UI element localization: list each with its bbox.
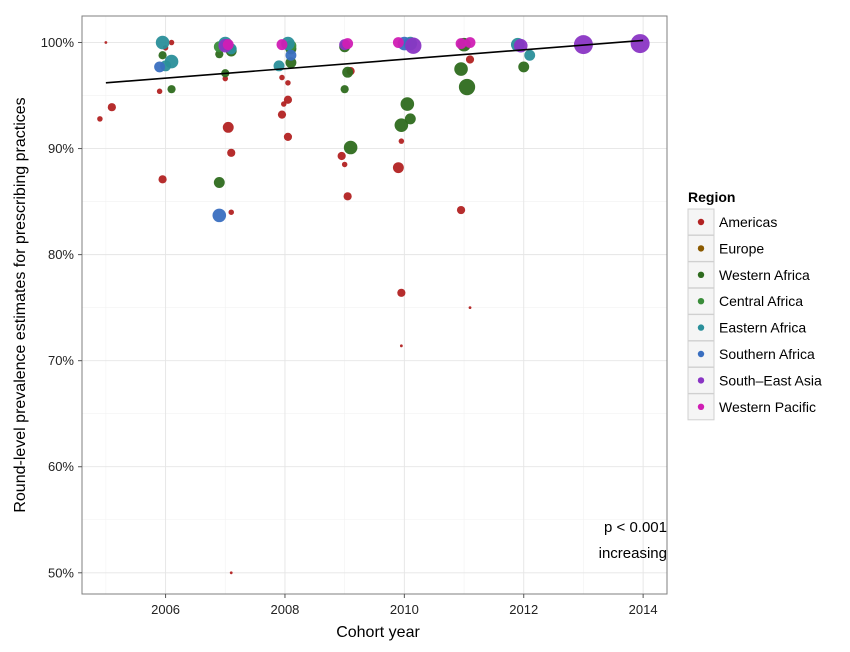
y-tick-label: 90% <box>48 141 74 156</box>
y-tick-label: 50% <box>48 565 74 580</box>
y-tick-label: 100% <box>41 35 75 50</box>
x-tick-label: 2012 <box>509 602 538 617</box>
data-point <box>107 103 116 112</box>
x-tick-label: 2006 <box>151 602 180 617</box>
data-point <box>343 192 352 201</box>
data-point <box>465 55 475 64</box>
data-point <box>158 51 167 60</box>
data-point <box>281 101 287 107</box>
data-point <box>343 140 358 155</box>
data-points <box>97 34 650 575</box>
data-point <box>400 97 415 111</box>
legend-title: Region <box>688 189 735 205</box>
legend-swatch <box>697 298 705 305</box>
data-point <box>158 175 167 184</box>
data-point <box>630 34 650 54</box>
legend-swatch <box>697 350 705 358</box>
data-point <box>222 121 234 133</box>
data-point <box>228 209 234 215</box>
data-point <box>229 571 233 575</box>
data-point <box>524 49 536 61</box>
x-tick-label: 2010 <box>390 602 419 617</box>
data-point <box>104 41 108 44</box>
data-point <box>97 116 103 122</box>
data-point <box>156 88 163 95</box>
legend-label: Eastern Africa <box>719 320 806 336</box>
data-point <box>394 118 409 133</box>
y-axis-title: Round-level prevalence estimates for pre… <box>12 97 29 512</box>
data-point <box>279 74 285 81</box>
data-point <box>342 66 354 78</box>
data-point <box>454 62 468 76</box>
data-point <box>464 37 476 48</box>
data-point <box>167 85 176 94</box>
data-point <box>283 95 293 104</box>
data-point <box>392 37 404 48</box>
legend-label: Central Africa <box>719 293 803 309</box>
legend-label: Western Africa <box>719 267 810 283</box>
data-point <box>399 344 403 348</box>
data-point <box>168 39 175 46</box>
data-point <box>458 78 476 96</box>
data-point <box>222 75 229 82</box>
data-point <box>340 85 349 94</box>
legend: Region Americas Europe Western Africa Centr… <box>687 189 822 421</box>
data-point <box>283 132 293 142</box>
data-point <box>342 38 354 50</box>
data-point <box>285 80 291 86</box>
data-point <box>212 208 227 223</box>
data-point <box>213 177 225 188</box>
data-point <box>468 306 472 310</box>
data-point <box>215 50 224 59</box>
data-point <box>398 138 405 144</box>
data-point <box>456 205 466 215</box>
data-point <box>392 162 404 174</box>
plot-border <box>81 15 668 595</box>
legend-label: South–East Asia <box>719 372 822 388</box>
data-point <box>285 49 297 61</box>
legend-label: Western Pacific <box>719 399 816 415</box>
p-value-annotation: p < 0.001 <box>604 519 667 536</box>
y-axis: 50% 60% 70% 80% 90% 100% <box>41 35 82 580</box>
x-axis: 2006 2008 2010 2012 2014 <box>151 594 658 617</box>
plot-background <box>82 16 667 594</box>
x-tick-label: 2014 <box>629 602 658 617</box>
legend-key <box>687 366 715 394</box>
x-tick-label: 2008 <box>270 602 299 617</box>
x-axis-title: Cohort year <box>336 624 420 641</box>
legend-swatch <box>697 377 705 384</box>
data-point <box>154 61 166 73</box>
data-point <box>222 39 234 51</box>
y-tick-label: 80% <box>48 247 74 262</box>
legend-key <box>687 393 715 421</box>
legend-swatch <box>697 218 705 226</box>
legend-label: Europe <box>719 240 764 256</box>
trend-direction-annotation: increasing <box>599 545 667 562</box>
legend-label: Americas <box>719 214 777 230</box>
trend-line <box>105 39 644 84</box>
y-tick-label: 70% <box>48 353 74 368</box>
data-point <box>518 61 530 73</box>
data-point <box>277 110 287 119</box>
data-point <box>404 113 416 125</box>
data-point <box>341 161 348 168</box>
data-point <box>397 288 406 297</box>
data-point <box>455 38 467 50</box>
data-point <box>155 35 170 50</box>
data-point <box>405 37 422 54</box>
data-point <box>227 148 236 157</box>
plot-panel <box>81 15 668 595</box>
legend-swatch <box>697 271 705 278</box>
data-point <box>276 39 288 51</box>
data-point <box>337 151 346 161</box>
legend-swatch <box>697 403 705 410</box>
legend-swatch <box>697 324 705 331</box>
y-tick-label: 60% <box>48 459 74 474</box>
legend-swatch <box>697 245 705 252</box>
legend-label: Southern Africa <box>719 346 815 362</box>
